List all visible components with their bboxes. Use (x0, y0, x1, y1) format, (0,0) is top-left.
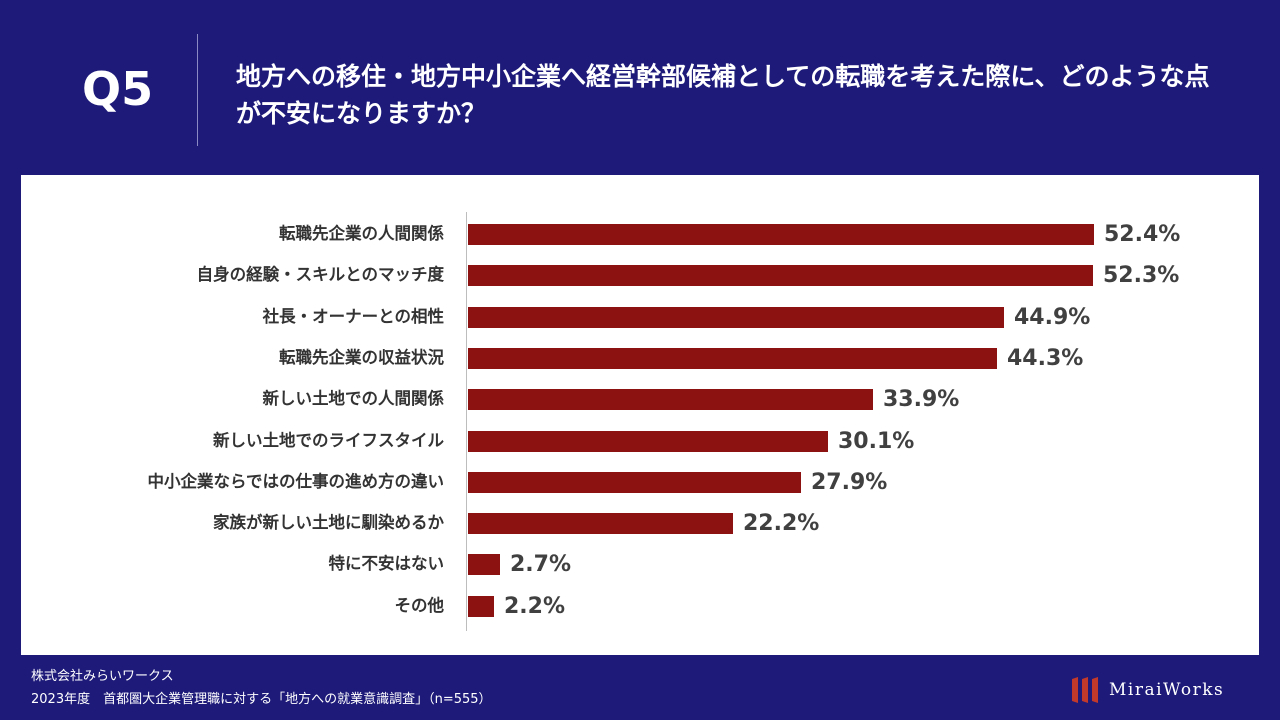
value-label: 33.9% (883, 387, 960, 413)
logo-text: MiraiWorks (1109, 680, 1225, 700)
chart-axis (466, 212, 467, 631)
value-label: 22.2% (743, 511, 820, 537)
company-logo: MiraiWorks (1070, 675, 1224, 705)
bar (468, 513, 733, 535)
category-label: 家族が新しい土地に馴染めるか (213, 513, 444, 533)
value-label: 44.3% (1007, 345, 1084, 371)
category-label: その他 (394, 595, 445, 615)
bar (468, 224, 1094, 245)
question-title: 地方への移住・地方中小企業へ経営幹部候補としての転職を考えた際に、どのような点が… (236, 62, 1210, 128)
category-label: 転職先企業の収益状況 (279, 347, 444, 367)
value-label: 2.2% (504, 593, 566, 619)
value-label: 44.9% (1014, 304, 1091, 330)
value-label: 27.9% (811, 469, 888, 495)
category-label: 中小企業ならではの仕事の進め方の違い (147, 471, 444, 491)
bar (468, 430, 828, 452)
value-label: 52.3% (1103, 263, 1180, 289)
bar (468, 389, 873, 411)
chart-panel (21, 175, 1259, 655)
value-label: 52.4% (1104, 222, 1181, 247)
category-label: 新しい土地でのライフスタイル (213, 430, 444, 450)
value-label: 30.1% (838, 428, 915, 454)
category-label: 自身の経験・スキルとのマッチ度 (196, 265, 444, 285)
header-divider (197, 34, 198, 146)
bar (468, 347, 997, 369)
footer-company: 株式会社みらいワークス (31, 669, 174, 684)
bar (468, 595, 494, 617)
logo-mark-icon (1070, 675, 1100, 705)
bar (468, 306, 1004, 328)
category-label: 社長・オーナーとの相性 (262, 306, 444, 326)
category-label: 新しい土地での人間関係 (262, 389, 445, 409)
bar (468, 265, 1093, 287)
value-label: 2.7% (510, 552, 572, 578)
category-label: 転職先企業の人間関係 (279, 224, 444, 243)
footer-source: 2023年度 首都圏大企業管理職に対する「地方への就業意識調査」（n=555） (31, 692, 492, 707)
bar (468, 471, 801, 493)
bar (468, 554, 500, 576)
category-label: 特に不安はない (328, 554, 445, 574)
question-number: Q5 (82, 62, 154, 116)
